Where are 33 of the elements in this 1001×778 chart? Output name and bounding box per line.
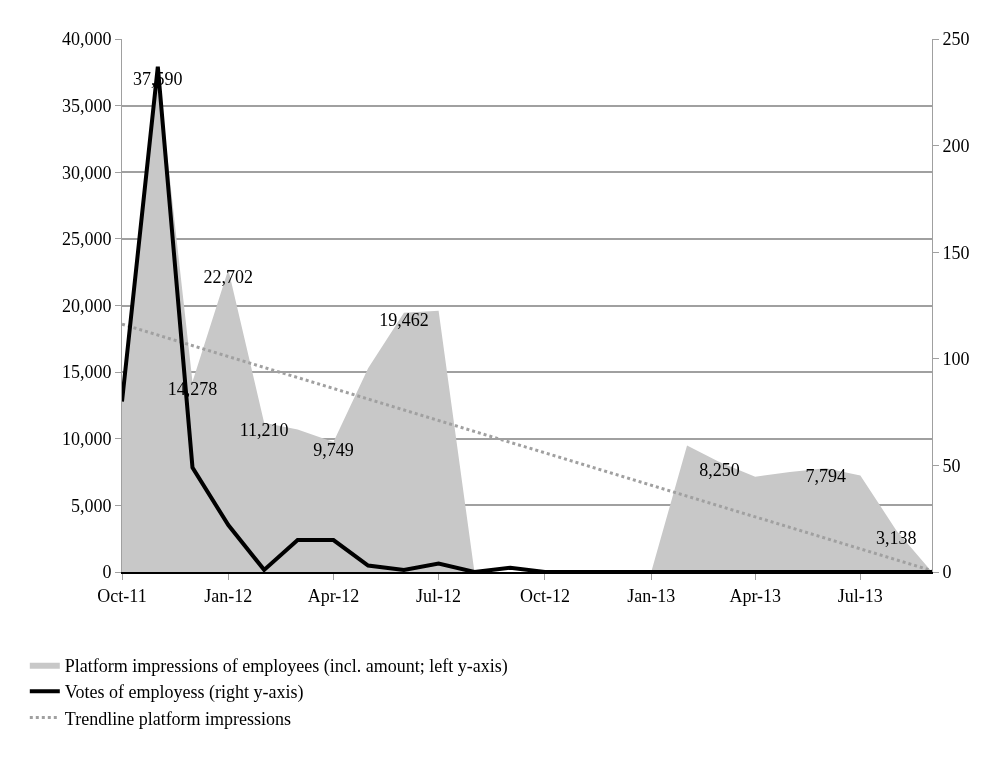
y2-tick-label: 50 <box>942 455 961 476</box>
x-tick-label: Jan-12 <box>204 585 253 606</box>
y2-tick-label: 150 <box>942 242 970 263</box>
y-tick-label: 10,000 <box>61 429 112 450</box>
data-label: 19,462 <box>379 310 429 331</box>
x-tick-label: Oct-11 <box>97 585 147 606</box>
y-tick-label: 30,000 <box>61 162 112 183</box>
y-tick-label: 5,000 <box>70 495 112 516</box>
x-tick-label: Jul-13 <box>837 585 883 606</box>
data-label: 22,702 <box>203 267 254 287</box>
y-tick-label: 25,000 <box>61 229 112 250</box>
data-label: 8,250 <box>699 459 740 480</box>
x-tick-label: Jul-12 <box>416 585 462 606</box>
y2-tick-label: 0 <box>942 562 952 583</box>
y2-tick-label: 200 <box>942 135 970 156</box>
y-tick-label: 20,000 <box>61 295 112 316</box>
x-tick-label: Apr-13 <box>729 585 782 606</box>
data-label: 9,749 <box>313 439 354 460</box>
legend-label: Trendline platform impressions <box>64 708 292 729</box>
y-tick-label: 15,000 <box>61 362 112 383</box>
x-tick-label: Oct-12 <box>519 585 570 606</box>
data-label: 7,794 <box>805 465 846 486</box>
data-label: 11,210 <box>239 420 289 441</box>
y-tick-label: 35,000 <box>61 95 112 116</box>
x-tick-label: Apr-12 <box>307 585 360 606</box>
x-tick-label: Jan-13 <box>627 585 676 606</box>
legend-label: Platform impressions of employees (incl. amount; left y-axis) <box>64 655 508 677</box>
data-label: 3,138 <box>875 527 917 548</box>
y2-tick-label: 250 <box>942 29 970 50</box>
legend-label: Votes of employess (right y-axis) <box>64 682 304 704</box>
y2-tick-label: 100 <box>942 349 970 370</box>
y-tick-label: 40,000 <box>61 29 112 50</box>
y-tick-label: 0 <box>102 562 112 583</box>
